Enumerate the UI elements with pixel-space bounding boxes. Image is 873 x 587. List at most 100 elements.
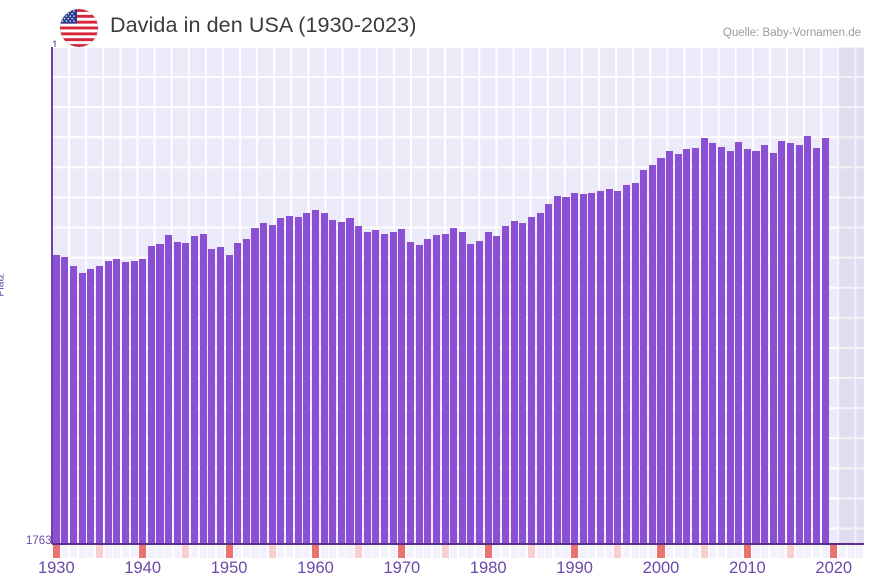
bar[interactable] — [519, 222, 527, 543]
bar[interactable] — [199, 234, 207, 543]
bar[interactable] — [87, 269, 95, 543]
x-axis-tick-swatch — [553, 545, 561, 558]
plot-area — [52, 47, 864, 543]
bar[interactable] — [303, 213, 311, 543]
bar[interactable] — [674, 154, 682, 543]
bar[interactable] — [640, 170, 648, 543]
bar[interactable] — [510, 221, 518, 543]
bar[interactable] — [666, 150, 674, 543]
bar[interactable] — [165, 235, 173, 543]
x-axis-tick-swatch — [545, 545, 553, 558]
bar[interactable] — [812, 148, 821, 543]
bar[interactable] — [804, 135, 812, 543]
bar[interactable] — [743, 148, 751, 543]
bar[interactable] — [311, 209, 319, 543]
bar[interactable] — [381, 234, 389, 543]
bar[interactable] — [683, 149, 691, 543]
bar[interactable] — [553, 196, 561, 543]
bar[interactable] — [441, 234, 449, 543]
bar[interactable] — [329, 219, 337, 543]
bar[interactable] — [795, 144, 803, 543]
bar[interactable] — [406, 242, 415, 543]
bar[interactable] — [363, 231, 371, 543]
bar[interactable] — [242, 238, 250, 543]
bar[interactable] — [294, 216, 302, 543]
bar[interactable] — [501, 226, 510, 543]
bar[interactable] — [821, 138, 829, 543]
bar[interactable] — [147, 245, 155, 543]
bar[interactable] — [320, 212, 328, 543]
bar[interactable] — [450, 228, 458, 543]
bar[interactable] — [130, 261, 138, 543]
bar[interactable] — [571, 193, 579, 543]
bar[interactable] — [692, 147, 700, 543]
bar[interactable] — [527, 217, 535, 543]
bar[interactable] — [104, 261, 112, 543]
bar[interactable] — [216, 246, 224, 543]
bar[interactable] — [476, 241, 484, 543]
bar[interactable] — [415, 245, 423, 543]
bar[interactable] — [234, 243, 242, 543]
bar[interactable] — [605, 188, 613, 543]
bar[interactable] — [61, 257, 69, 543]
bar[interactable] — [588, 192, 596, 543]
bar[interactable] — [484, 231, 492, 543]
bar[interactable] — [717, 146, 725, 543]
bar[interactable] — [467, 244, 475, 543]
bar[interactable] — [596, 191, 605, 543]
bar[interactable] — [208, 248, 216, 543]
bar[interactable] — [173, 242, 181, 543]
bar[interactable] — [709, 142, 717, 543]
y-axis-line — [51, 47, 53, 544]
bar[interactable] — [156, 244, 164, 543]
bar[interactable] — [424, 238, 432, 543]
x-axis-tick-swatch — [355, 545, 363, 558]
bar[interactable] — [493, 236, 501, 543]
bar[interactable] — [95, 265, 104, 543]
bar[interactable] — [614, 191, 622, 543]
bar[interactable] — [225, 255, 233, 543]
bar[interactable] — [536, 213, 544, 543]
bar[interactable] — [787, 142, 795, 543]
bar[interactable] — [631, 183, 639, 543]
bar[interactable] — [113, 258, 121, 543]
bar[interactable] — [700, 138, 708, 543]
bar[interactable] — [398, 229, 406, 543]
bar[interactable] — [769, 152, 777, 543]
bar[interactable] — [752, 150, 760, 543]
bar[interactable] — [277, 218, 285, 543]
bar[interactable] — [562, 196, 570, 543]
x-axis-tick-swatch — [441, 545, 449, 558]
bar[interactable] — [458, 232, 466, 543]
bar[interactable] — [286, 216, 294, 543]
bar[interactable] — [260, 223, 268, 543]
bar[interactable] — [432, 235, 440, 543]
x-axis-tick-swatch — [78, 545, 86, 558]
x-axis-tick-label: 2000 — [642, 559, 680, 577]
bar[interactable] — [251, 228, 259, 543]
bar[interactable] — [579, 194, 587, 543]
bar[interactable] — [657, 158, 665, 543]
bar[interactable] — [355, 226, 363, 543]
bar[interactable] — [268, 225, 276, 543]
bar[interactable] — [78, 273, 86, 543]
bar[interactable] — [190, 236, 199, 543]
bar[interactable] — [337, 221, 345, 543]
bar[interactable] — [389, 231, 397, 543]
x-axis-tick-swatch — [165, 545, 173, 558]
bar[interactable] — [70, 265, 78, 543]
bar[interactable] — [372, 230, 380, 543]
bar[interactable] — [52, 255, 60, 543]
bar[interactable] — [648, 165, 656, 543]
bar[interactable] — [761, 144, 769, 543]
bar[interactable] — [726, 151, 734, 543]
bar[interactable] — [545, 204, 553, 543]
bar[interactable] — [121, 262, 129, 543]
bar[interactable] — [346, 218, 354, 543]
bar[interactable] — [622, 185, 630, 543]
bar[interactable] — [778, 140, 786, 543]
bar[interactable] — [139, 259, 147, 543]
x-axis-tick-swatch — [588, 545, 596, 558]
bar[interactable] — [182, 243, 190, 543]
bar[interactable] — [735, 141, 743, 543]
